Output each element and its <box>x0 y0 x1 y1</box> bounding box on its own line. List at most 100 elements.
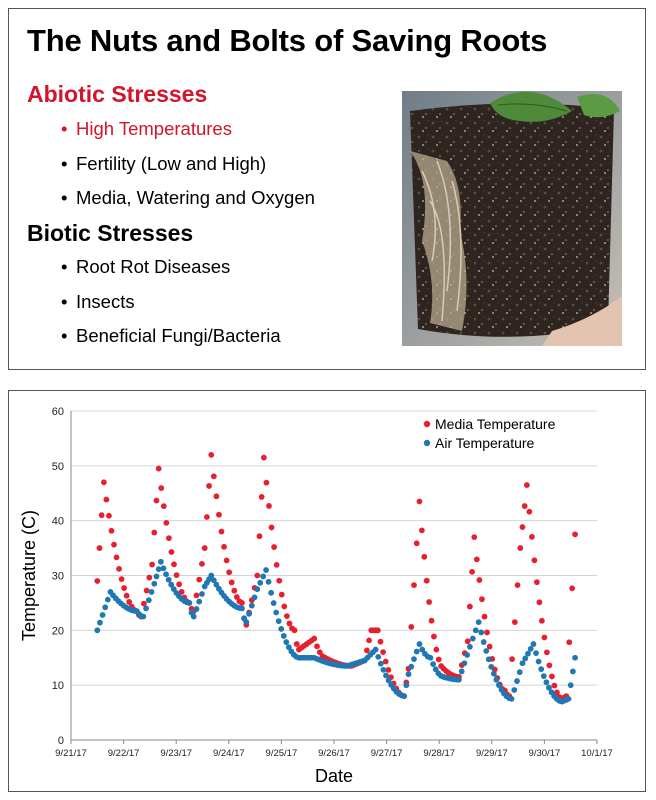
y-tick-label: 50 <box>52 461 64 473</box>
air-temperature-point <box>168 581 175 588</box>
list-item: Beneficial Fungi/Bacteria <box>61 319 281 354</box>
media-temperature-point <box>260 454 267 461</box>
media-temperature-point <box>546 662 553 669</box>
media-temperature-point <box>382 658 389 665</box>
media-temperature-point <box>408 624 415 630</box>
air-temperature-point <box>464 652 471 658</box>
air-temperature-point <box>94 627 101 634</box>
media-temperature-point <box>481 613 488 620</box>
media-temperature-point <box>266 503 272 509</box>
air-temperature-point <box>155 566 162 573</box>
media-temperature-point <box>549 673 555 680</box>
x-tick-label: 9/25/17 <box>266 748 298 759</box>
x-tick-label: 9/30/17 <box>529 748 561 759</box>
air-temperature-point <box>475 619 482 626</box>
media-temperature-point <box>431 633 437 640</box>
air-temperature-point <box>519 660 526 667</box>
air-temperature-point <box>461 660 468 667</box>
media-temperature-point <box>484 629 490 636</box>
air-temperature-point <box>239 605 245 612</box>
air-temperature-point <box>278 626 285 632</box>
slide-title: The Nuts and Bolts of Saving Roots <box>27 23 548 58</box>
media-temperature-point <box>193 592 200 599</box>
x-tick-label: 9/24/17 <box>213 748 245 759</box>
air-temperature-point <box>540 673 547 679</box>
media-temperature-point <box>100 479 107 486</box>
air-temperature-point <box>165 576 172 583</box>
air-temperature-point <box>151 580 158 587</box>
biotic-heading: Biotic Stresses <box>27 220 194 246</box>
media-temperature-point <box>213 493 220 500</box>
media-temperature-point <box>416 498 423 505</box>
air-temperature-point <box>469 635 476 642</box>
media-temperature-point <box>469 568 475 575</box>
media-temperature-point <box>118 576 125 583</box>
chart-panel: 0 10 20 30 40 50 60 9/21/17 9/22/17 9/23/17 9/24/1… <box>8 390 646 792</box>
media-temperature-point <box>413 540 420 547</box>
media-temperature-point <box>293 641 300 647</box>
air-temperature-point <box>243 619 250 626</box>
air-temperature-point <box>495 682 502 689</box>
media-temperature-point <box>173 572 180 579</box>
air-temperature-point <box>543 679 550 686</box>
media-temperature-point <box>533 579 540 586</box>
air-temperature-point <box>186 600 193 606</box>
media-temperature-point <box>473 556 480 563</box>
media-temperature-point <box>223 557 230 564</box>
media-temperature-point <box>428 617 435 624</box>
x-tick-label: 9/26/17 <box>318 748 350 759</box>
y-tick-label: 60 <box>52 406 64 418</box>
abiotic-list: High Temperatures Fertility (Low and Hig… <box>61 112 315 216</box>
air-temperature-point <box>508 695 515 702</box>
air-temperature-point <box>525 650 531 657</box>
media-temperature-point <box>233 594 240 600</box>
biotic-list: Root Rot Diseases Insects Beneficial Fun… <box>61 250 281 354</box>
media-temperature-point <box>108 527 115 534</box>
media-temperature-point <box>426 599 433 605</box>
media-temperature-point <box>158 485 165 491</box>
x-tick-label: 10/1/17 <box>581 748 613 759</box>
media-temperature-point <box>363 647 370 654</box>
media-temperature-point <box>153 497 160 504</box>
air-temperature-point <box>493 676 500 683</box>
x-tick-label: 9/29/17 <box>476 748 508 759</box>
media-temperature-point <box>149 561 155 568</box>
air-temperature-point <box>268 589 275 596</box>
media-temperature-point <box>201 545 208 551</box>
air-temperature-point <box>490 670 497 677</box>
media-temperature-point <box>210 473 217 480</box>
media-temperature-point <box>268 524 275 531</box>
media-temperature-point <box>146 574 153 581</box>
media-temperature-point <box>96 545 103 551</box>
air-temperature-point <box>157 558 164 565</box>
media-temperature-point <box>155 465 162 472</box>
air-temperature-point <box>535 658 542 665</box>
media-temperature-point <box>283 613 290 619</box>
air-temperature-point <box>385 677 392 684</box>
media-temperature-point <box>517 545 524 551</box>
media-temperature-point <box>113 554 120 561</box>
air-temperature-point <box>199 591 205 597</box>
media-temperature-point <box>98 512 105 519</box>
media-temperature-point <box>140 600 147 607</box>
air-temperature-point <box>263 567 269 573</box>
abiotic-heading: Abiotic Stresses <box>27 81 208 107</box>
media-temperature-point <box>566 639 573 646</box>
air-temperature-point <box>427 654 434 661</box>
x-tick-label: 9/27/17 <box>371 748 403 759</box>
media-temperature-point <box>476 577 483 583</box>
media-temperature-point <box>160 503 167 510</box>
media-temperature-point <box>228 579 235 586</box>
air-temperature-point <box>160 565 167 572</box>
media-temperature-point <box>526 508 533 515</box>
slide-panel: The Nuts and Bolts of Saving Roots Abiot… <box>8 8 646 370</box>
air-temperature-point <box>419 646 426 653</box>
media-temperature-point <box>572 531 578 538</box>
air-temperature-point <box>430 661 436 667</box>
air-temperature-point <box>405 671 412 678</box>
media-temperature-point <box>521 503 528 509</box>
air-temperature-point <box>483 648 490 654</box>
media-temperature-point <box>281 603 288 610</box>
media-temperature-point <box>286 620 293 627</box>
media-temperature-point <box>411 582 417 588</box>
